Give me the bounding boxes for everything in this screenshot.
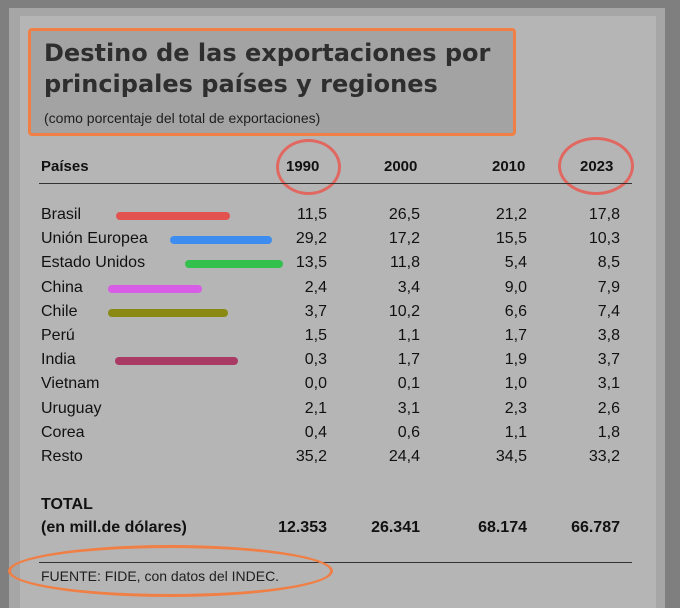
row-label: India (41, 351, 76, 368)
column-header-2000: 2000 (384, 158, 418, 175)
table-cell-value: 35,2 (295, 448, 327, 465)
table-cell-value: 0,1 (397, 375, 420, 392)
row-highlight-stroke (116, 212, 230, 220)
table-cell-value: 1,1 (397, 327, 420, 344)
row-label: Perú (41, 327, 75, 344)
source-highlight-oval (8, 545, 333, 597)
table-cell-value: 3,7 (304, 303, 327, 320)
row-label: Vietnam (41, 375, 100, 392)
total-value-2010: 68.174 (478, 519, 527, 536)
table-cell-value: 24,4 (388, 448, 420, 465)
table-cell-value: 1,1 (504, 424, 527, 441)
row-label: Unión Europea (41, 230, 148, 247)
table-cell-value: 10,2 (388, 303, 420, 320)
row-label: Chile (41, 303, 78, 320)
row-highlight-stroke (185, 260, 283, 268)
table-cell-value: 6,6 (504, 303, 527, 320)
row-highlight-stroke (115, 357, 238, 365)
row-label: Uruguay (41, 400, 102, 417)
table-cell-value: 26,5 (388, 206, 420, 223)
total-value-2000: 26.341 (371, 519, 420, 536)
row-highlight-stroke (170, 236, 272, 244)
table-cell-value: 2,1 (304, 400, 327, 417)
row-highlight-stroke (108, 285, 202, 293)
total-sublabel: (en mill.de dólares) (41, 519, 187, 536)
table-cell-value: 2,4 (304, 279, 327, 296)
table-cell-value: 0,6 (397, 424, 420, 441)
table-cell-value: 1,5 (304, 327, 327, 344)
table-cell-value: 11,5 (297, 206, 327, 223)
table-cell-value: 17,8 (588, 206, 620, 223)
row-label: China (41, 279, 83, 296)
table-cell-value: 1,7 (397, 351, 420, 368)
column-header-paises: Países (41, 158, 89, 175)
table-cell-value: 11,8 (390, 254, 420, 271)
total-label: TOTAL (41, 496, 93, 513)
title-highlight-box: Destino de las exportaciones por princip… (28, 28, 516, 136)
table-cell-value: 13,5 (295, 254, 327, 271)
table-cell-value: 9,0 (504, 279, 527, 296)
table-cell-value: 5,4 (504, 254, 527, 271)
table-cell-value: 2,6 (597, 400, 620, 417)
header-rule (39, 183, 632, 184)
row-label: Resto (41, 448, 83, 465)
source-note: FUENTE: FIDE, con datos del INDEC. (41, 568, 280, 584)
table-cell-value: 29,2 (295, 230, 327, 247)
table-cell-value: 2,3 (504, 400, 527, 417)
year-1990-highlight-circle (276, 139, 341, 195)
table-cell-value: 0,3 (304, 351, 327, 368)
table-cell-value: 3,1 (397, 400, 420, 417)
row-highlight-stroke (108, 309, 228, 317)
year-2023-highlight-circle (558, 137, 634, 195)
table-cell-value: 3,4 (397, 279, 420, 296)
table-cell-value: 10,3 (588, 230, 620, 247)
table-cell-value: 3,8 (597, 327, 620, 344)
table-cell-value: 1,0 (504, 375, 527, 392)
row-label: Estado Unidos (41, 254, 146, 271)
table-cell-value: 3,1 (597, 375, 620, 392)
table-cell-value: 7,9 (597, 279, 620, 296)
table-cell-value: 7,4 (597, 303, 620, 320)
total-value-2023: 66.787 (571, 519, 620, 536)
table-cell-value: 33,2 (588, 448, 620, 465)
table-cell-value: 3,7 (597, 351, 620, 368)
table-cell-value: 0,4 (304, 424, 327, 441)
table-cell-value: 8,5 (597, 254, 620, 271)
table-cell-value: 21,2 (495, 206, 527, 223)
table-cell-value: 1,9 (504, 351, 527, 368)
table-subtitle: (como porcentaje del total de exportacio… (44, 110, 321, 126)
table-cell-value: 34,5 (495, 448, 527, 465)
column-header-2010: 2010 (492, 158, 526, 175)
total-value-1990: 12.353 (278, 519, 327, 536)
table-cell-value: 1,7 (504, 327, 527, 344)
row-label: Brasil (41, 206, 82, 223)
table-title: Destino de las exportaciones por princip… (44, 39, 491, 98)
table-cell-value: 15,5 (495, 230, 527, 247)
footer-rule (39, 562, 632, 563)
row-label: Corea (41, 424, 85, 441)
table-cell-value: 0,0 (304, 375, 327, 392)
table-cell-value: 17,2 (388, 230, 420, 247)
table-cell-value: 1,8 (597, 424, 620, 441)
